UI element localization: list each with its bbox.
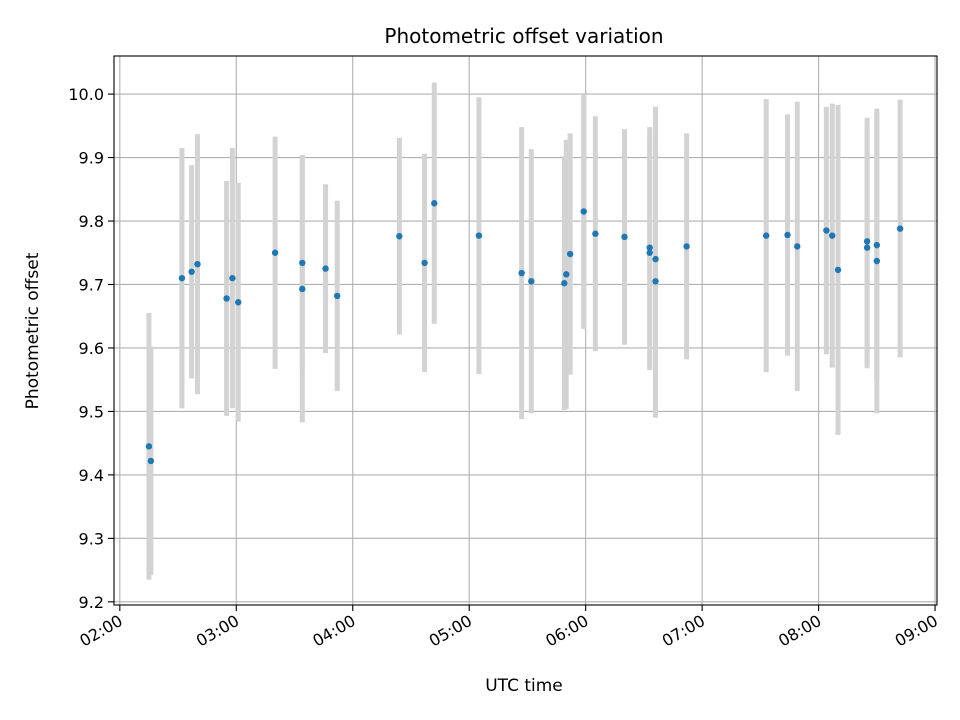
data-point: [229, 274, 236, 282]
chart-title: Photometric offset variation: [384, 24, 663, 48]
data-point: [421, 259, 428, 267]
data-point: [580, 208, 587, 215]
data-point: [194, 260, 201, 268]
data-point: [475, 232, 483, 239]
data-point: [646, 244, 653, 251]
data-point: [178, 274, 186, 282]
y-axis-label: Photometric offset: [23, 252, 43, 409]
y-tick-label: 9.8: [79, 212, 104, 231]
data-point: [322, 265, 329, 272]
data-point: [823, 227, 830, 234]
y-tick-label: 9.6: [79, 339, 104, 358]
data-point: [334, 292, 341, 300]
data-point: [794, 243, 801, 250]
y-tick-label: 9.9: [79, 149, 104, 168]
data-point: [188, 268, 195, 275]
y-tick-label: 9.3: [79, 529, 104, 548]
data-point: [646, 249, 653, 256]
y-axis-ticks: 9.2 9.3 9.4 9.5 9.6 9.7 9.8 9.9 10.0: [68, 85, 114, 612]
data-point: [652, 278, 659, 285]
data-point: [223, 295, 230, 302]
data-point: [396, 233, 403, 240]
data-point: [784, 231, 791, 239]
data-points: [145, 200, 904, 465]
data-point: [683, 243, 690, 250]
data-point: [299, 285, 306, 293]
y-tick-label: 9.5: [79, 402, 104, 421]
data-point: [271, 249, 279, 256]
data-point: [145, 443, 153, 450]
data-point: [652, 255, 659, 263]
data-point: [873, 241, 881, 249]
y-tick-label: 9.4: [79, 466, 104, 485]
data-point: [299, 259, 306, 267]
y-tick-label: 9.2: [79, 593, 104, 612]
data-point: [528, 278, 535, 285]
data-point: [863, 244, 871, 251]
data-point: [561, 280, 568, 287]
data-point: [147, 457, 155, 465]
data-point: [896, 225, 904, 232]
data-point: [235, 299, 242, 306]
data-point: [762, 232, 770, 239]
data-point: [566, 250, 574, 258]
data-point: [431, 200, 438, 207]
y-tick-label: 9.7: [79, 275, 104, 294]
data-point: [834, 266, 842, 274]
data-point: [828, 232, 836, 239]
data-point: [621, 233, 628, 241]
data-point: [873, 257, 881, 265]
y-tick-label: 10.0: [68, 85, 104, 104]
grid-lines: [114, 56, 937, 605]
data-point: [592, 230, 599, 237]
data-point: [518, 269, 525, 277]
data-point: [863, 238, 871, 245]
x-axis-label: UTC time: [485, 676, 563, 696]
data-point: [563, 271, 570, 278]
plot-frame: [113, 55, 938, 606]
